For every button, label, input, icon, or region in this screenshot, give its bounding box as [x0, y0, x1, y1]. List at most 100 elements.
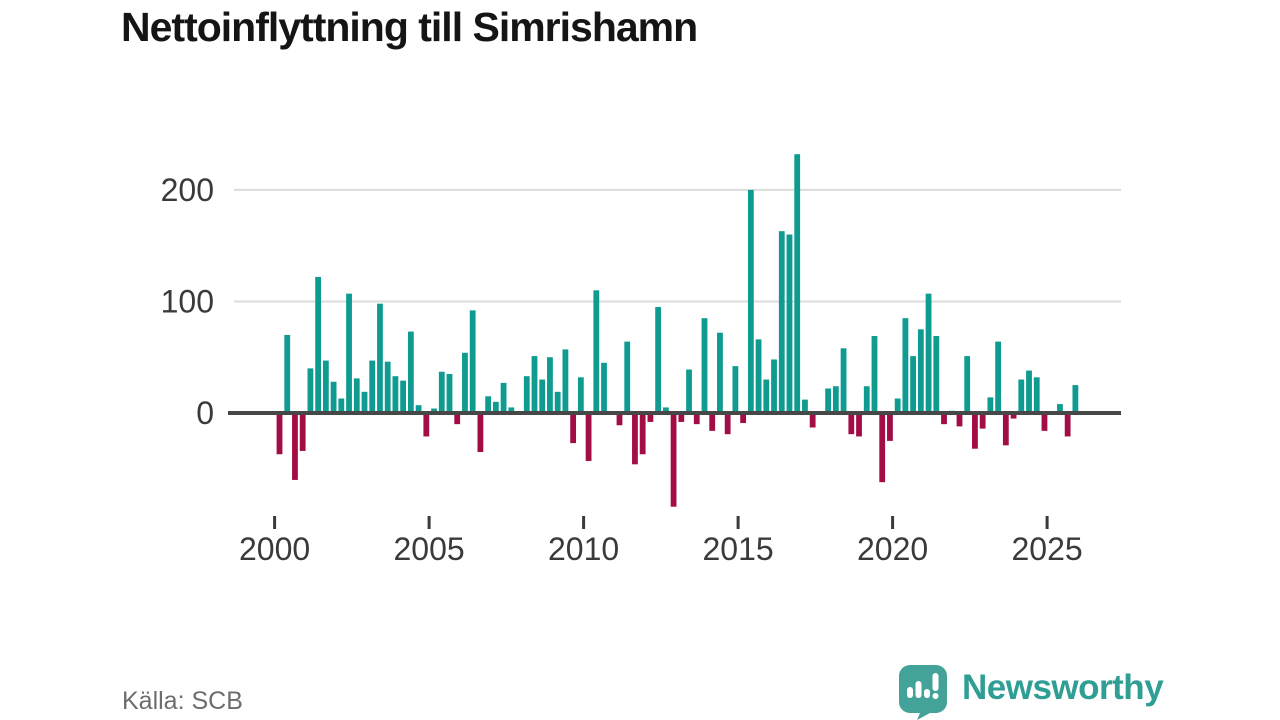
bar-2010Q1	[585, 413, 592, 461]
bar-2013Q1	[678, 413, 685, 422]
bar-2015Q4	[763, 379, 770, 413]
bar-2011Q4	[639, 413, 646, 455]
bar-2022Q4	[979, 413, 986, 429]
bar-2003Q2	[377, 303, 383, 413]
newsworthy-brand: Newsworthy	[896, 662, 1164, 720]
bar-2008Q2	[531, 356, 538, 413]
bar-2014Q1	[709, 413, 716, 431]
bar-2008Q1	[523, 376, 530, 413]
newsworthy-wordmark: Newsworthy	[962, 668, 1164, 707]
bar-2023Q1	[987, 397, 994, 413]
bar-2004Q3	[415, 405, 422, 413]
bar-2007Q3	[508, 407, 515, 413]
x-axis-label-2000: 2000	[239, 531, 310, 567]
bar-2025Q2	[1057, 404, 1063, 413]
bar-2024Q1	[1018, 379, 1025, 413]
bar-2023Q3	[1002, 413, 1009, 446]
bar-2015Q2	[747, 189, 754, 413]
x-axis-label-2020: 2020	[857, 531, 928, 567]
bar-2023Q2	[995, 341, 1002, 413]
bar-2015Q3	[755, 339, 762, 413]
bar-2000Q2	[284, 334, 291, 413]
bar-2016Q4	[794, 154, 801, 413]
bar-2022Q2	[964, 356, 971, 413]
bar-2019Q2	[871, 336, 878, 413]
bar-2004Q4	[423, 413, 430, 437]
logo-bar-3	[924, 689, 930, 698]
bar-2001Q1	[307, 368, 314, 413]
bar-2021Q2	[933, 336, 940, 413]
bar-2009Q1	[554, 391, 561, 413]
logo-exclamation-dot	[932, 693, 939, 699]
bar-2003Q3	[384, 361, 391, 413]
x-axis-label-2015: 2015	[703, 531, 774, 567]
bar-2016Q3	[786, 234, 793, 413]
bar-2006Q4	[485, 396, 492, 413]
bar-2019Q3	[879, 413, 886, 483]
bar-2011Q1	[616, 413, 623, 426]
bar-2022Q1	[956, 413, 963, 427]
bar-2007Q2	[500, 382, 507, 413]
x-axis-label-2005: 2005	[394, 531, 465, 567]
bar-2010Q3	[601, 362, 607, 413]
bar-2018Q1	[832, 386, 839, 413]
bar-2009Q2	[562, 349, 569, 413]
bar-2013Q4	[701, 318, 708, 413]
bar-2014Q3	[724, 413, 731, 435]
chart-title: Nettoinflyttning till Simrishamn	[121, 4, 698, 50]
bar-2018Q3	[848, 413, 855, 435]
bar-2025Q4	[1072, 385, 1079, 413]
bar-2020Q2	[902, 318, 909, 413]
bar-2000Q1	[276, 413, 283, 455]
bar-2002Q1	[338, 398, 345, 413]
bar-2001Q3	[322, 360, 329, 413]
bar-2016Q2	[778, 231, 785, 413]
bar-2020Q4	[917, 329, 924, 413]
bar-2006Q1	[462, 352, 468, 413]
bar-2017Q4	[825, 388, 832, 413]
bar-2008Q3	[539, 379, 546, 413]
bar-2018Q2	[840, 348, 847, 413]
bar-2004Q1	[400, 380, 407, 413]
bar-2021Q1	[925, 293, 932, 413]
bar-2002Q3	[353, 378, 360, 413]
bar-2013Q2	[686, 369, 692, 413]
bar-2011Q2	[624, 341, 631, 413]
bar-2015Q1	[740, 413, 747, 424]
bar-2001Q2	[315, 276, 322, 413]
bar-2012Q4	[670, 413, 677, 507]
bar-2005Q4	[454, 413, 461, 425]
bar-2006Q2	[469, 310, 476, 413]
bar-2024Q3	[1033, 377, 1040, 413]
bar-2014Q2	[717, 332, 723, 413]
bar-2002Q2	[346, 293, 352, 413]
bar-2025Q3	[1064, 413, 1071, 437]
bar-2020Q3	[910, 356, 917, 413]
x-axis-label-2010: 2010	[548, 531, 619, 567]
bar-2017Q2	[809, 413, 816, 428]
bar-2022Q3	[972, 413, 978, 449]
bar-2005Q3	[446, 373, 453, 413]
logo-exclamation-stem	[932, 673, 939, 691]
bar-2005Q2	[438, 371, 445, 413]
bar-2004Q2	[407, 331, 414, 413]
y-axis-label-100: 100	[161, 283, 214, 319]
bar-2016Q1	[771, 359, 777, 413]
bar-2020Q1	[894, 398, 901, 413]
bar-2021Q3	[941, 413, 947, 425]
logo-bar-2	[915, 681, 922, 698]
newsworthy-logo-icon	[899, 665, 947, 720]
bar-2000Q3	[292, 413, 298, 480]
y-axis-label-200: 200	[161, 172, 214, 208]
bar-2012Q2	[655, 307, 662, 413]
logo-bar-1	[907, 687, 913, 698]
bar-2013Q3	[693, 413, 700, 425]
bar-2008Q4	[547, 357, 553, 413]
y-axis-label-0: 0	[196, 395, 214, 431]
bar-2001Q4	[330, 381, 337, 413]
bar-2010Q2	[593, 290, 600, 413]
bar-2012Q3	[662, 407, 669, 413]
bar-2006Q3	[477, 413, 484, 453]
bar-2023Q4	[1010, 413, 1017, 419]
